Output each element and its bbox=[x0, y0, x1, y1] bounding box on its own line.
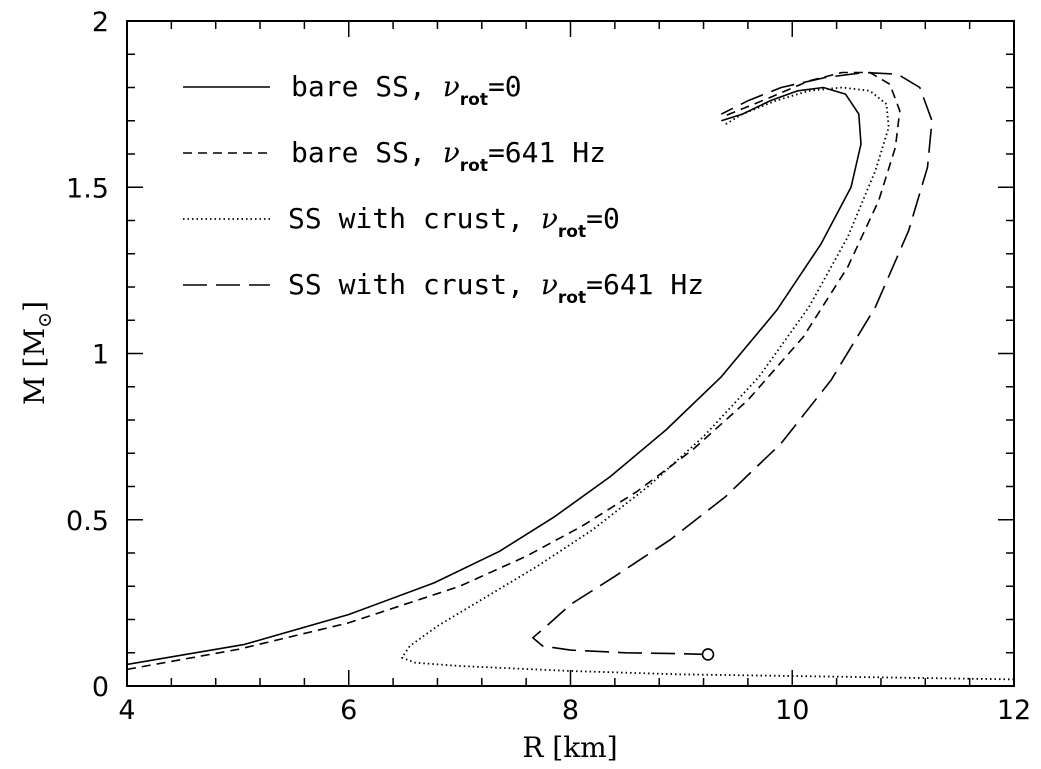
y-tick-label: 0.5 bbox=[66, 506, 109, 537]
legend-label-2: bare SS, νrot=641 Hz bbox=[291, 136, 606, 176]
legend: bare SS, νrot=0 bare SS, νrot=641 Hz SS wi… bbox=[183, 70, 704, 308]
series-layer bbox=[126, 71, 1015, 681]
x-tick-label: 6 bbox=[340, 695, 357, 726]
endpoint-marker bbox=[701, 648, 715, 661]
y-tick-label: 1 bbox=[92, 340, 109, 371]
plot-frame bbox=[126, 20, 1015, 687]
y-tick-label: 1.5 bbox=[66, 173, 109, 204]
y-tick-label: 2 bbox=[92, 7, 109, 38]
series-line-2 bbox=[126, 71, 901, 671]
y-tick-label: 0 bbox=[92, 672, 109, 703]
x-tick-label: 8 bbox=[562, 695, 579, 726]
x-axis-label: R [km] bbox=[522, 731, 617, 764]
series-line-1 bbox=[126, 86, 862, 666]
axis-ticks bbox=[126, 20, 1015, 687]
series-line-3 bbox=[401, 86, 1015, 681]
legend-label-4: SS with crust, νrot=641 Hz bbox=[288, 268, 704, 308]
y-axis-label: M [M⊙] bbox=[18, 301, 56, 405]
x-tick-label: 4 bbox=[118, 695, 135, 726]
x-tick-label: 12 bbox=[997, 695, 1031, 726]
x-tick-label: 10 bbox=[775, 695, 809, 726]
series-line-4 bbox=[532, 71, 933, 656]
legend-label-3: SS with crust, νrot=0 bbox=[288, 202, 620, 242]
legend-label-1: bare SS, νrot=0 bbox=[291, 70, 522, 110]
tick-labels: 4 6 8 10 12 0 0.5 1 1.5 2 bbox=[66, 7, 1031, 726]
